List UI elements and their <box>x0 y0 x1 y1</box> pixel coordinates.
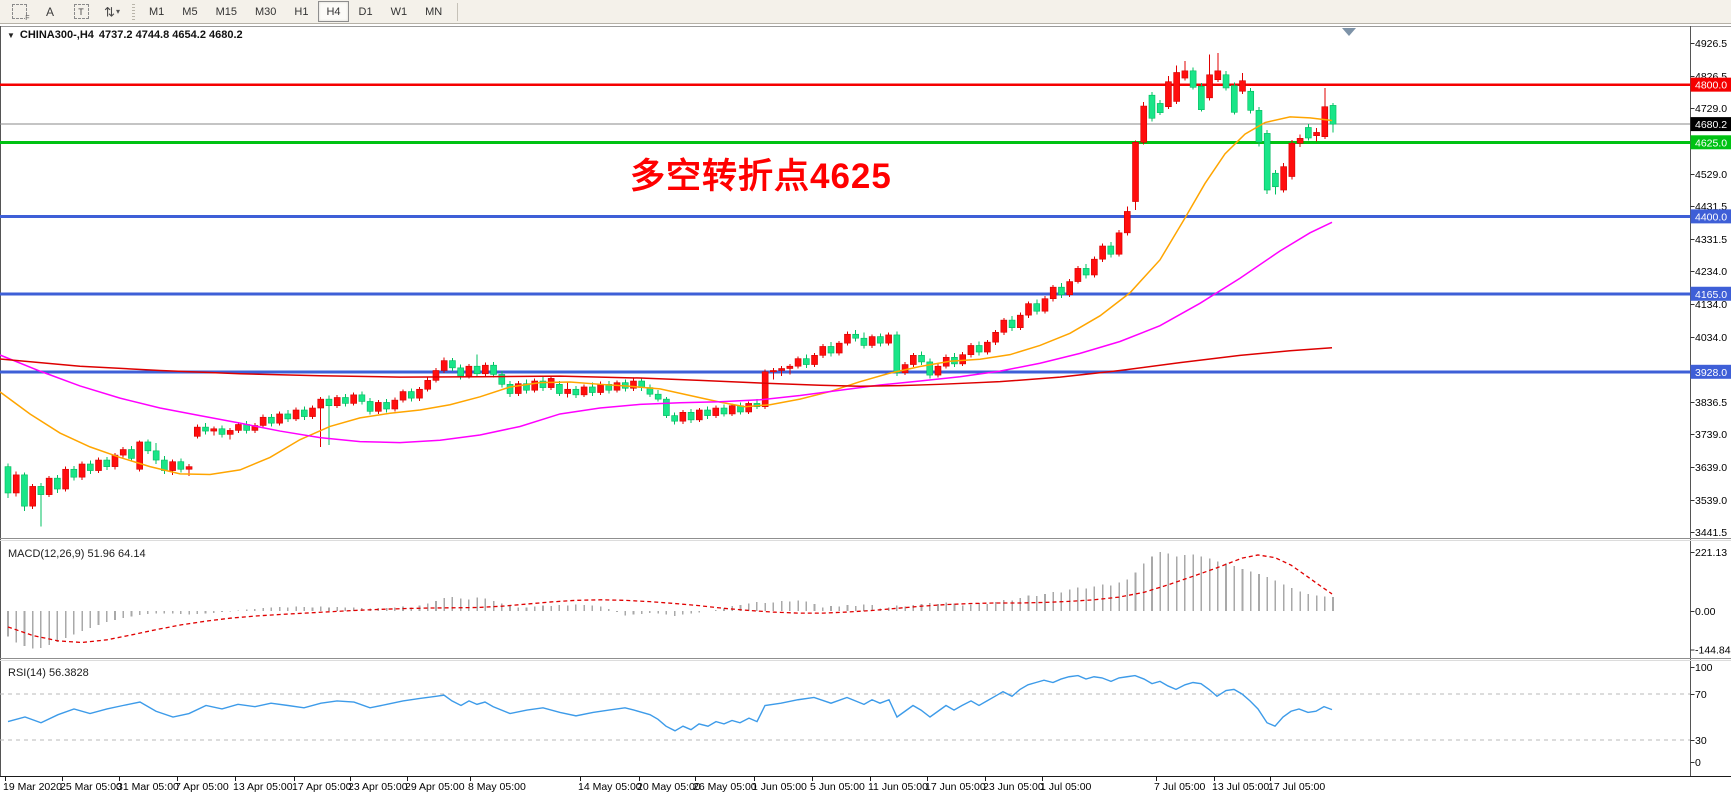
macd-label: MACD(12,26,9) 51.96 64.14 <box>8 548 146 560</box>
svg-text:1 Jun 05:00: 1 Jun 05:00 <box>752 781 807 793</box>
svg-text:4165.0: 4165.0 <box>1695 289 1727 301</box>
chart-shift-icon-glyph: F <box>11 4 30 22</box>
svg-text:17 Apr 05:00: 17 Apr 05:00 <box>292 781 352 793</box>
timeframe-toolbar: M1 M5 M15 M30 H1 H4 D1 W1 MN <box>140 1 451 22</box>
svg-text:4034.0: 4034.0 <box>1695 332 1727 344</box>
svg-text:5 Jun 05:00: 5 Jun 05:00 <box>810 781 865 793</box>
svg-text:4331.5: 4331.5 <box>1695 234 1727 246</box>
svg-text:3639.0: 3639.0 <box>1695 462 1727 474</box>
svg-text:26 May 05:00: 26 May 05:00 <box>693 781 757 793</box>
svg-text:13 Jul 05:00: 13 Jul 05:00 <box>1212 781 1269 793</box>
ma-fast-orange <box>0 116 1333 476</box>
svg-text:4529.0: 4529.0 <box>1695 169 1727 181</box>
svg-text:4926.5: 4926.5 <box>1695 38 1727 50</box>
macd-panel: 221.13 0.00 -144.84 <box>7 547 1731 657</box>
svg-text:3836.5: 3836.5 <box>1695 397 1727 409</box>
timeframe-button-M15[interactable]: M15 <box>215 5 237 18</box>
symbol-label: CHINA300-,H4 <box>19 29 94 41</box>
scroll-marker-icon <box>1342 28 1356 36</box>
svg-text:4625.0: 4625.0 <box>1695 137 1727 149</box>
svg-text:4400.0: 4400.0 <box>1695 211 1727 223</box>
panel-frames <box>0 26 1731 777</box>
chart-menu-arrow-icon[interactable]: ▼ <box>7 30 15 40</box>
svg-text:17 Jun 05:00: 17 Jun 05:00 <box>925 781 986 793</box>
horizontal-levels: 4800.0 4680.2 4625.0 4400.0 4165.0 3928.0 <box>0 77 1731 379</box>
timeframe-button-M5[interactable]: M5 <box>182 5 198 18</box>
timeframe-button-D1[interactable]: D1 <box>358 5 373 18</box>
svg-text:70: 70 <box>1695 689 1707 701</box>
candlesticks <box>4 53 1337 527</box>
chart-shift-icon[interactable]: F <box>4 1 34 23</box>
macd-signal-line <box>7 554 1333 644</box>
svg-text:8 May 05:00: 8 May 05:00 <box>468 781 526 793</box>
timeframe-button-MN[interactable]: MN <box>425 5 443 18</box>
chart-annotation-text: 多空转折点4625 <box>630 157 892 196</box>
toolbar-grip <box>132 3 135 20</box>
svg-text:29 Apr 05:00: 29 Apr 05:00 <box>405 781 465 793</box>
timeframe-button-M1[interactable]: M1 <box>149 5 165 18</box>
quote-ohlc: 4737.2 4744.8 4654.2 4680.2 <box>98 29 243 41</box>
svg-text:3739.0: 3739.0 <box>1695 429 1727 441</box>
svg-text:23 Jun 05:00: 23 Jun 05:00 <box>983 781 1044 793</box>
svg-text:100: 100 <box>1695 662 1713 674</box>
ma-slow-red <box>0 347 1333 388</box>
svg-text:0: 0 <box>1695 757 1701 769</box>
timeframe-button-M30[interactable]: M30 <box>254 5 277 18</box>
rsi-line <box>7 674 1333 732</box>
svg-text:7 Apr 05:00: 7 Apr 05:00 <box>175 781 229 793</box>
svg-text:13 Apr 05:00: 13 Apr 05:00 <box>233 781 293 793</box>
text-label-icon[interactable]: A <box>45 4 54 19</box>
svg-text:3928.0: 3928.0 <box>1695 367 1727 379</box>
svg-text:4680.2: 4680.2 <box>1695 119 1727 131</box>
rsi-label: RSI(14) 56.3828 <box>8 667 89 679</box>
svg-text:3539.0: 3539.0 <box>1695 495 1727 507</box>
timeframe-button-H1[interactable]: H1 <box>294 5 309 18</box>
svg-text:3441.5: 3441.5 <box>1695 527 1727 539</box>
ma-mid-magenta <box>0 221 1333 444</box>
svg-text:4800.0: 4800.0 <box>1695 80 1727 92</box>
svg-text:4729.0: 4729.0 <box>1695 103 1727 115</box>
svg-text:30: 30 <box>1695 735 1707 747</box>
svg-text:20 May 05:00: 20 May 05:00 <box>637 781 701 793</box>
dropdown-caret-icon: ▾ <box>115 7 120 16</box>
svg-text:-144.84: -144.84 <box>1695 645 1731 657</box>
svg-text:11 Jun 05:00: 11 Jun 05:00 <box>868 781 928 793</box>
svg-text:7 Jul 05:00: 7 Jul 05:00 <box>1154 781 1206 793</box>
toolbar-separator <box>457 2 459 21</box>
svg-text:23 Apr 05:00: 23 Apr 05:00 <box>348 781 408 793</box>
svg-text:14 May 05:00: 14 May 05:00 <box>578 781 642 793</box>
chart-title: ▼ CHINA300-,H4 4737.2 4744.8 4654.2 4680… <box>7 29 243 41</box>
svg-text:25 Mar 05:00: 25 Mar 05:00 <box>60 781 122 793</box>
svg-text:221.13: 221.13 <box>1695 547 1727 559</box>
svg-text:1 Jul 05:00: 1 Jul 05:00 <box>1040 781 1092 793</box>
timeframe-button-W1[interactable]: W1 <box>390 5 408 18</box>
object-arrange-icon[interactable]: ⇄ ▾ <box>102 6 120 17</box>
svg-text:4134.0: 4134.0 <box>1695 299 1727 311</box>
text-box-icon[interactable]: T <box>66 1 96 23</box>
svg-text:0.00: 0.00 <box>1695 606 1716 618</box>
toolbar: F A T ⇄ ▾ M1 M5 M15 M30 H1 H4 D1 W1 MN <box>0 0 1731 24</box>
rsi-panel: 100 70 30 0 <box>0 662 1713 769</box>
svg-text:19 Mar 2020: 19 Mar 2020 <box>3 781 62 793</box>
svg-text:17 Jul 05:00: 17 Jul 05:00 <box>1268 781 1325 793</box>
chart-canvas[interactable]: 4926.54826.54729.04529.04431.54331.54234… <box>0 25 1731 793</box>
moving-averages <box>0 116 1333 476</box>
svg-text:4234.0: 4234.0 <box>1695 266 1727 278</box>
timeframe-button-H4[interactable]: H4 <box>318 1 349 22</box>
svg-text:31 Mar 05:00: 31 Mar 05:00 <box>117 781 179 793</box>
